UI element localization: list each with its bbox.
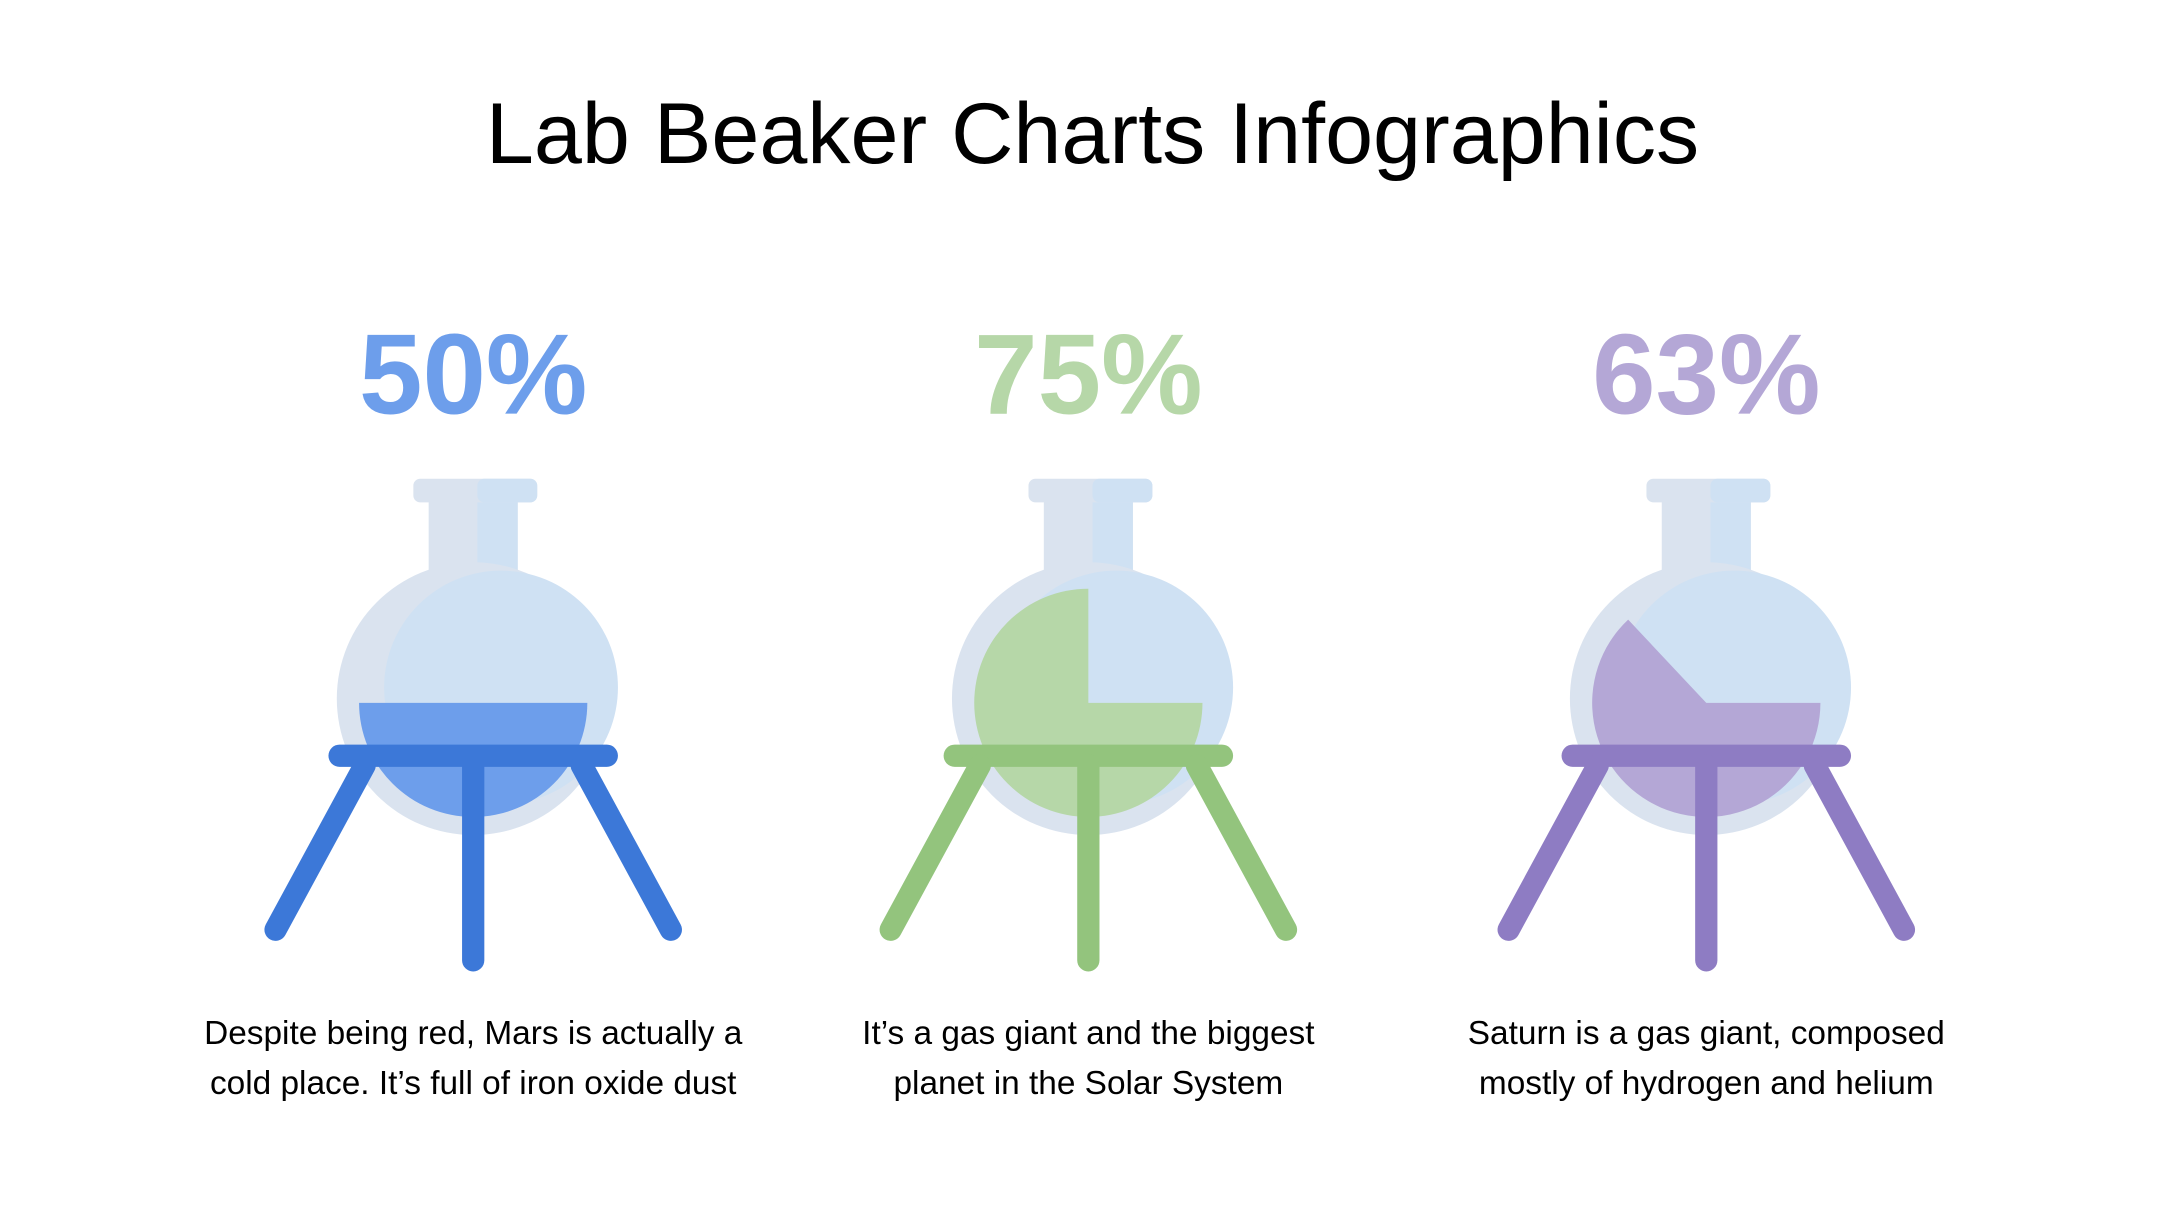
percent-label: 50% bbox=[359, 311, 587, 438]
stand-leg bbox=[879, 754, 991, 941]
stand-leg bbox=[1803, 754, 1916, 941]
stand-leg bbox=[570, 754, 682, 941]
percent-label: 63% bbox=[1592, 311, 1820, 438]
description: planet in the Solar System bbox=[893, 1065, 1283, 1102]
stand-leg bbox=[264, 754, 376, 941]
stand-leg bbox=[1185, 754, 1298, 941]
liquid-fill bbox=[1592, 619, 1821, 817]
title: Lab Beaker Charts Infographics bbox=[486, 86, 1699, 182]
stand-leg bbox=[1497, 754, 1609, 941]
description: Despite being red, Mars is actually a bbox=[204, 1015, 743, 1052]
flask-cap-light bbox=[1092, 478, 1153, 503]
description: cold place. It’s full of iron oxide dust bbox=[210, 1065, 737, 1102]
percent-label: 75% bbox=[974, 311, 1202, 438]
description: It’s a gas giant and the biggest bbox=[862, 1015, 1315, 1052]
flask-cap-light bbox=[477, 478, 538, 503]
description: mostly of hydrogen and helium bbox=[1479, 1065, 1934, 1102]
flask-cap-light bbox=[1710, 478, 1771, 503]
description: Saturn is a gas giant, composed bbox=[1468, 1015, 1945, 1052]
